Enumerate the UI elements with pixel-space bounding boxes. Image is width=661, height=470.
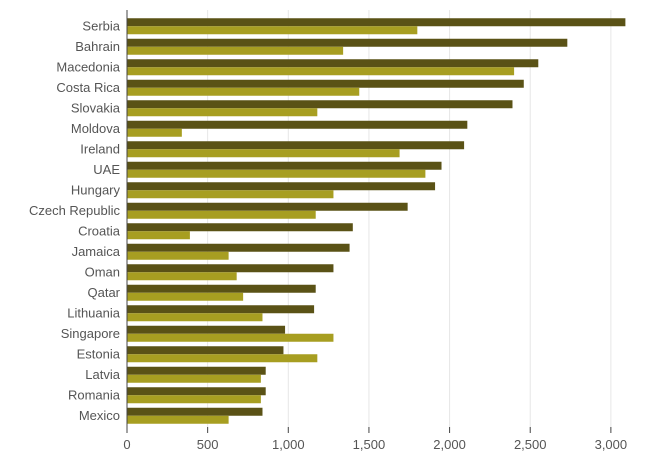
bar-series-1	[127, 325, 286, 334]
bar-series-1	[127, 18, 626, 27]
category-label: Latvia	[85, 367, 120, 382]
x-tick-label: 1,000	[272, 437, 305, 452]
category-label: Estonia	[77, 346, 121, 361]
bar-series-2	[127, 210, 316, 219]
bar-series-2	[127, 231, 190, 240]
category-label: Serbia	[82, 18, 120, 33]
bar-series-1	[127, 223, 353, 232]
bar-series-2	[127, 415, 229, 424]
category-label: Singapore	[61, 326, 120, 341]
x-tick-label: 500	[197, 437, 219, 452]
category-label: Macedonia	[56, 59, 120, 74]
x-axis-ticks: 0 500 1,000 1,500 2,000 2,500 3,000	[123, 427, 627, 452]
bar-series-1	[127, 182, 436, 191]
bar-series-1	[127, 79, 524, 88]
category-label: Romania	[68, 387, 121, 402]
bar-series-2	[127, 272, 237, 281]
category-label: Lithuania	[67, 305, 121, 320]
bar-series-1	[127, 346, 284, 355]
bar-series-2	[127, 313, 263, 322]
bar-series-2	[127, 46, 344, 55]
bar-series-2	[127, 169, 426, 178]
bar-series-2	[127, 190, 334, 199]
bar-series-1	[127, 407, 263, 416]
bar-series-1	[127, 120, 468, 129]
bar-series-1	[127, 305, 315, 314]
bar-series-1	[127, 202, 408, 211]
category-label: Oman	[85, 264, 120, 279]
x-tick-label: 2,500	[514, 437, 547, 452]
category-label: Slovakia	[71, 100, 121, 115]
x-tick-label: 3,000	[595, 437, 628, 452]
bar-series-1	[127, 264, 334, 273]
category-label: Qatar	[87, 285, 120, 300]
bar-series-2	[127, 26, 418, 35]
x-tick-label: 2,000	[433, 437, 466, 452]
bar-series-1	[127, 141, 465, 150]
category-labels: Serbia Bahrain Macedonia Costa Rica Slovakia…	[29, 18, 121, 423]
bar-series-2	[127, 128, 182, 137]
bar-series-1	[127, 387, 266, 396]
bars	[127, 18, 626, 424]
category-label: Croatia	[78, 223, 121, 238]
bar-series-1	[127, 100, 513, 109]
bar-series-2	[127, 251, 229, 260]
bar-series-2	[127, 292, 244, 301]
category-label: Costa Rica	[56, 80, 120, 95]
bar-series-1	[127, 161, 442, 170]
bar-series-2	[127, 333, 334, 342]
bar-series-2	[127, 108, 318, 117]
category-label: Mexico	[79, 408, 120, 423]
bar-series-1	[127, 38, 568, 47]
bar-series-2	[127, 354, 318, 363]
bar-series-1	[127, 59, 539, 68]
category-label: UAE	[93, 162, 120, 177]
category-label: Bahrain	[75, 39, 120, 54]
category-label: Hungary	[71, 182, 121, 197]
bar-series-2	[127, 374, 261, 383]
x-tick-label: 1,500	[353, 437, 386, 452]
bar-series-1	[127, 284, 316, 293]
bar-series-2	[127, 149, 400, 158]
bar-series-2	[127, 395, 261, 404]
category-label: Ireland	[80, 141, 120, 156]
category-label: Jamaica	[72, 244, 121, 259]
bar-series-1	[127, 243, 350, 252]
bar-series-2	[127, 67, 515, 76]
bar-series-1	[127, 366, 266, 375]
bar-series-2	[127, 87, 360, 96]
x-tick-label: 0	[123, 437, 130, 452]
category-label: Czech Republic	[29, 203, 121, 218]
category-label: Moldova	[71, 121, 121, 136]
